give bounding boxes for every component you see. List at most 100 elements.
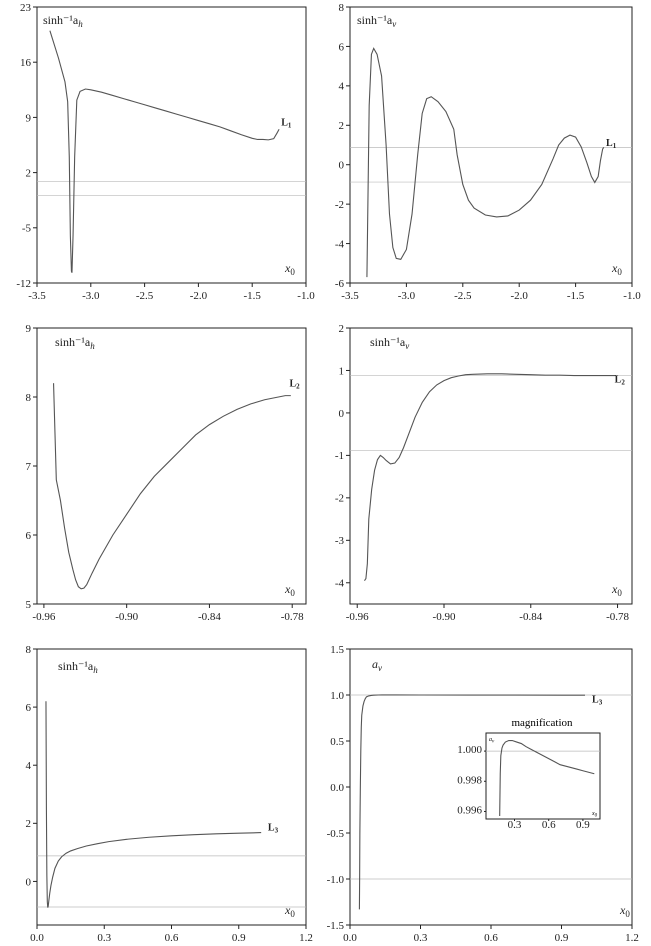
x-tick-label: 0.9 [555,932,569,944]
y-tick-label: 1 [339,365,345,377]
reference-lines [350,375,632,451]
series-curve [53,383,291,590]
y-tick-label: 2 [339,323,345,335]
panel-bottom-right: 0.0 0.3 0.6 0.9 1.2-1.5-1.0-0.50.00.51.01.5 … [327,644,639,944]
y-tick-label: 1.000 [457,744,482,756]
y-tick-label: 7 [26,461,32,473]
plot-frame [349,6,633,284]
series-curve [364,373,617,581]
x-tick-label: -3.5 [341,290,359,302]
x-axis-label: x0 [611,261,622,277]
y-tick-label: 0 [26,876,32,888]
panel-top-right: -3.5 -3.0 -2.5 -2.0 -1.5 -1.0 -6 -4 -2 0 2 4 6 8 sinh… [335,2,641,302]
x-tick-label: 0.3 [97,932,111,944]
x-tick-label: 1.2 [625,932,639,944]
x-tick-label: 0.9 [232,932,246,944]
x-tick-label: -0.78 [606,611,629,623]
x-axis-label: x0 [284,261,295,277]
plot-frame [349,648,633,926]
x-tick-label: 0.3 [414,932,428,944]
x-tick-label: -0.90 [433,611,456,623]
y-tick-label: 8 [339,2,345,14]
y-tick-label: 0.996 [457,805,482,817]
y-tick-label: 0 [339,160,345,172]
tick-group: -0.96 -0.90 -0.84 -0.78 5 6 7 8 9 [26,323,305,623]
panel-top-left: -3.5 -3.0 -2.5 -2.0 -1.5 -1.0 -12 -5 2 9 16 23 sinh… [16,2,315,302]
x-tick-label: -0.90 [115,611,138,623]
point-label: L2 [615,374,626,386]
reference-lines [350,147,632,183]
y-tick-label: -4 [335,238,345,250]
x-tick-label: 0.0 [343,932,357,944]
y-tick-label: 5 [26,599,32,611]
y-axis-label: sinh⁻¹ah [43,13,83,29]
point-label: L1 [606,138,617,150]
series-curve [366,47,605,278]
plot-frame [36,6,307,284]
y-tick-label: 9 [26,112,32,124]
x-tick-label: 0.6 [484,932,498,944]
y-tick-label: -4 [335,578,345,590]
y-tick-label: 8 [26,644,32,656]
x-tick-label: 0.0 [30,932,44,944]
tick-group: 0.0 0.3 0.6 0.9 1.2 -1.5 -1.0 -0.5 0.0 0.5 1.0 1.5 [327,644,639,944]
x-tick-label: -3.5 [28,290,46,302]
x-tick-label: -0.84 [519,611,542,623]
y-tick-label: 6 [26,702,32,714]
y-tick-label: 16 [20,57,32,69]
x-tick-label: -0.96 [32,611,55,623]
inset-magnification: magnification 0.3 0.6 0.9 0.996 0.998 1.000 a… [457,717,601,831]
x-tick-label: -2.0 [510,290,528,302]
plot-frame [36,327,307,605]
y-tick-label: 2 [26,818,32,830]
tick-group: -3.5 -3.0 -2.5 -2.0 -1.5 -1.0 -12 -5 2 9 16 23 [16,2,315,302]
inset-x-label: x0 [591,811,598,819]
y-axis-label: sinh⁻¹ah [55,335,95,351]
y-tick-label: -3 [335,535,345,547]
point-label: L2 [289,379,300,391]
y-tick-label: 9 [26,323,32,335]
x-tick-label: 0.3 [508,819,522,831]
inset-curve [499,739,595,816]
panel-middle-right: -0.96 -0.90 -0.84 -0.78 -4 -3 -2 -1 0 1 2 sinh⁻¹av… [335,323,633,623]
y-tick-label: 8 [26,392,32,404]
y-axis-label: sinh⁻¹av [357,13,396,29]
y-tick-label: -0.5 [327,828,345,840]
y-tick-label: -1 [335,450,344,462]
reference-lines [37,855,306,908]
y-tick-label: 23 [20,2,32,14]
panel-bottom-left: 0.0 0.3 0.6 0.9 1.2 0 2 4 6 8 sinh⁻¹ah x0 L3 [26,644,313,944]
y-tick-label: -2 [335,199,344,211]
y-tick-label: 6 [339,41,345,53]
x-tick-label: -2.5 [454,290,472,302]
x-axis-label: x0 [284,903,295,919]
inset-frame [485,732,601,820]
tick-group: -3.5 -3.0 -2.5 -2.0 -1.5 -1.0 -6 -4 -2 0 2 4 6 8 [335,2,641,302]
point-label: L3 [268,823,279,835]
y-axis-label: sinh⁻¹av [370,335,409,351]
x-tick-label: -1.5 [243,290,261,302]
y-axis-label: sinh⁻¹ah [58,659,98,675]
x-tick-label: 0.6 [165,932,179,944]
y-tick-label: -1.0 [327,874,345,886]
inset-tick-group: 0.3 0.6 0.9 0.996 0.998 1.000 [457,744,590,831]
tick-group: 0.0 0.3 0.6 0.9 1.2 0 2 4 6 8 [26,644,313,944]
plot-frame [349,327,633,605]
panel-middle-left: -0.96 -0.90 -0.84 -0.78 5 6 7 8 9 sinh⁻¹ah x0 L2 [26,323,307,623]
x-tick-label: -1.0 [623,290,641,302]
x-tick-label: -1.0 [297,290,315,302]
x-tick-label: -0.78 [281,611,304,623]
y-tick-label: -2 [335,493,344,505]
y-tick-label: 1.5 [330,644,344,656]
tick-group: -0.96 -0.90 -0.84 -0.78 -4 -3 -2 -1 0 1 2 [335,323,630,623]
reference-lines [37,181,306,196]
y-tick-label: 0.0 [330,782,344,794]
point-label: L1 [281,117,292,129]
y-tick-label: 0 [339,408,345,420]
x-tick-label: -3.0 [82,290,100,302]
y-tick-label: 2 [339,120,345,132]
y-tick-label: 4 [26,760,32,772]
inset-y-label: av [489,737,495,745]
series-curve [49,30,280,273]
x-tick-label: 0.9 [576,819,590,831]
